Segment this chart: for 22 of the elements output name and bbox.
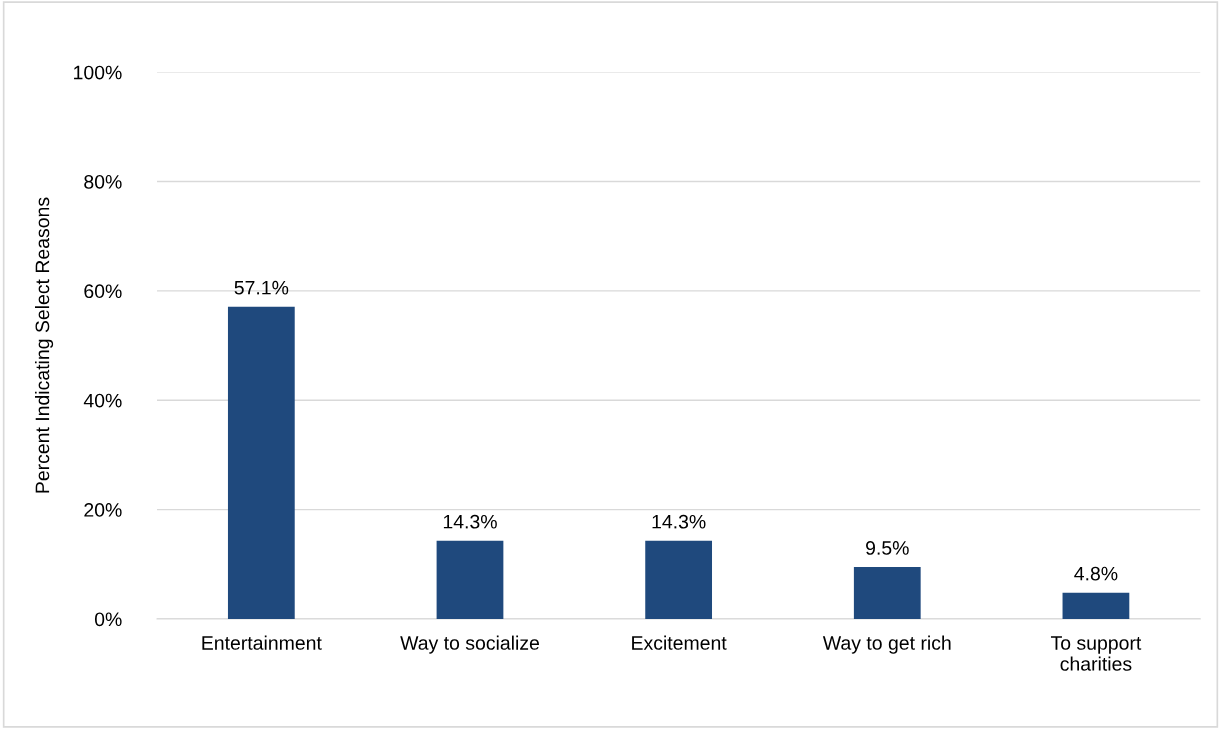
y-tick-label: 60% [84,284,122,299]
bar [645,540,713,619]
data-label: 14.3% [443,514,497,529]
x-tick-label: To support charities [1050,636,1142,671]
data-label: 9.5% [866,541,909,555]
bar [1062,592,1130,619]
data-label: 4.8% [1074,566,1118,581]
bar [853,566,921,619]
x-tick-label: Entertainment [202,635,322,650]
data-label: 14.3% [652,514,706,529]
y-axis-title: Percent Indicating Select Reasons [35,197,54,493]
y-tick-label: 40% [83,393,122,408]
y-tick-label: 0% [94,612,122,627]
bar [227,306,295,619]
x-tick-label: Way to socialize [400,635,539,654]
y-tick-label: 20% [84,503,122,517]
bar [436,540,504,619]
y-tick-label: 80% [84,174,122,189]
data-label: 57.1% [234,280,289,295]
y-tick-label: 100% [74,65,122,80]
x-tick-label: Way to get rich [822,635,951,654]
x-tick-label: Excitement [632,635,727,650]
